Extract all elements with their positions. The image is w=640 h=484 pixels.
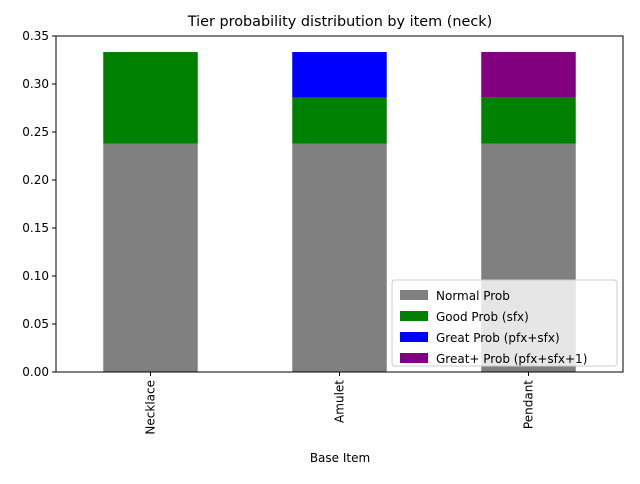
y-tick-label: 0.25 [22,125,49,139]
x-axis: Necklace Amulet Pendant [144,372,536,435]
bar-amulet-series-0 [292,143,387,372]
legend-swatch [400,311,428,321]
y-tick-label: 0.05 [22,317,49,331]
y-tick-label: 0.15 [22,221,49,235]
legend: Normal Prob Good Prob (sfx) Great Prob (pf… [391,279,618,367]
legend-label: Good Prob (sfx) [436,310,529,324]
y-tick-label: 0.20 [22,173,49,187]
x-tick-label: Pendant [522,380,536,429]
y-tick-label: 0.35 [22,29,49,43]
legend-label: Great Prob (pfx+sfx) [436,331,560,345]
y-tick-label: 0.10 [22,269,49,283]
legend-swatch [400,332,428,342]
bar-amulet-series-2 [292,52,387,98]
bars-group [103,52,576,372]
x-tick-label: Necklace [144,380,158,435]
y-axis: 0.00 0.05 0.10 0.15 0.20 0.25 0.30 0.35 [22,29,56,379]
bar-amulet-series-1 [292,97,387,144]
bar-necklace-series-0 [103,143,198,372]
bar-pendant-series-1 [481,97,576,144]
legend-swatch [400,290,428,300]
x-tick-label: Amulet [333,380,347,423]
legend-label: Great+ Prob (pfx+sfx+1) [436,352,587,366]
x-axis-label: Base Item [310,451,370,465]
legend-swatch [400,353,428,363]
bar-necklace-series-1 [103,52,198,144]
y-tick-label: 0.30 [22,77,49,91]
legend-box [391,279,618,367]
bar-pendant-series-3 [481,52,576,98]
y-tick-label: 0.00 [22,365,49,379]
legend-label: Normal Prob [436,289,510,303]
chart-title: Tier probability distribution by item (n… [187,14,492,30]
plot-frame [55,35,624,373]
